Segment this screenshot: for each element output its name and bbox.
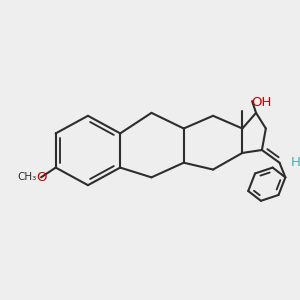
Text: O: O <box>36 171 46 184</box>
Text: OH: OH <box>251 96 272 109</box>
Text: CH₃: CH₃ <box>18 172 37 182</box>
Text: H: H <box>290 156 300 169</box>
